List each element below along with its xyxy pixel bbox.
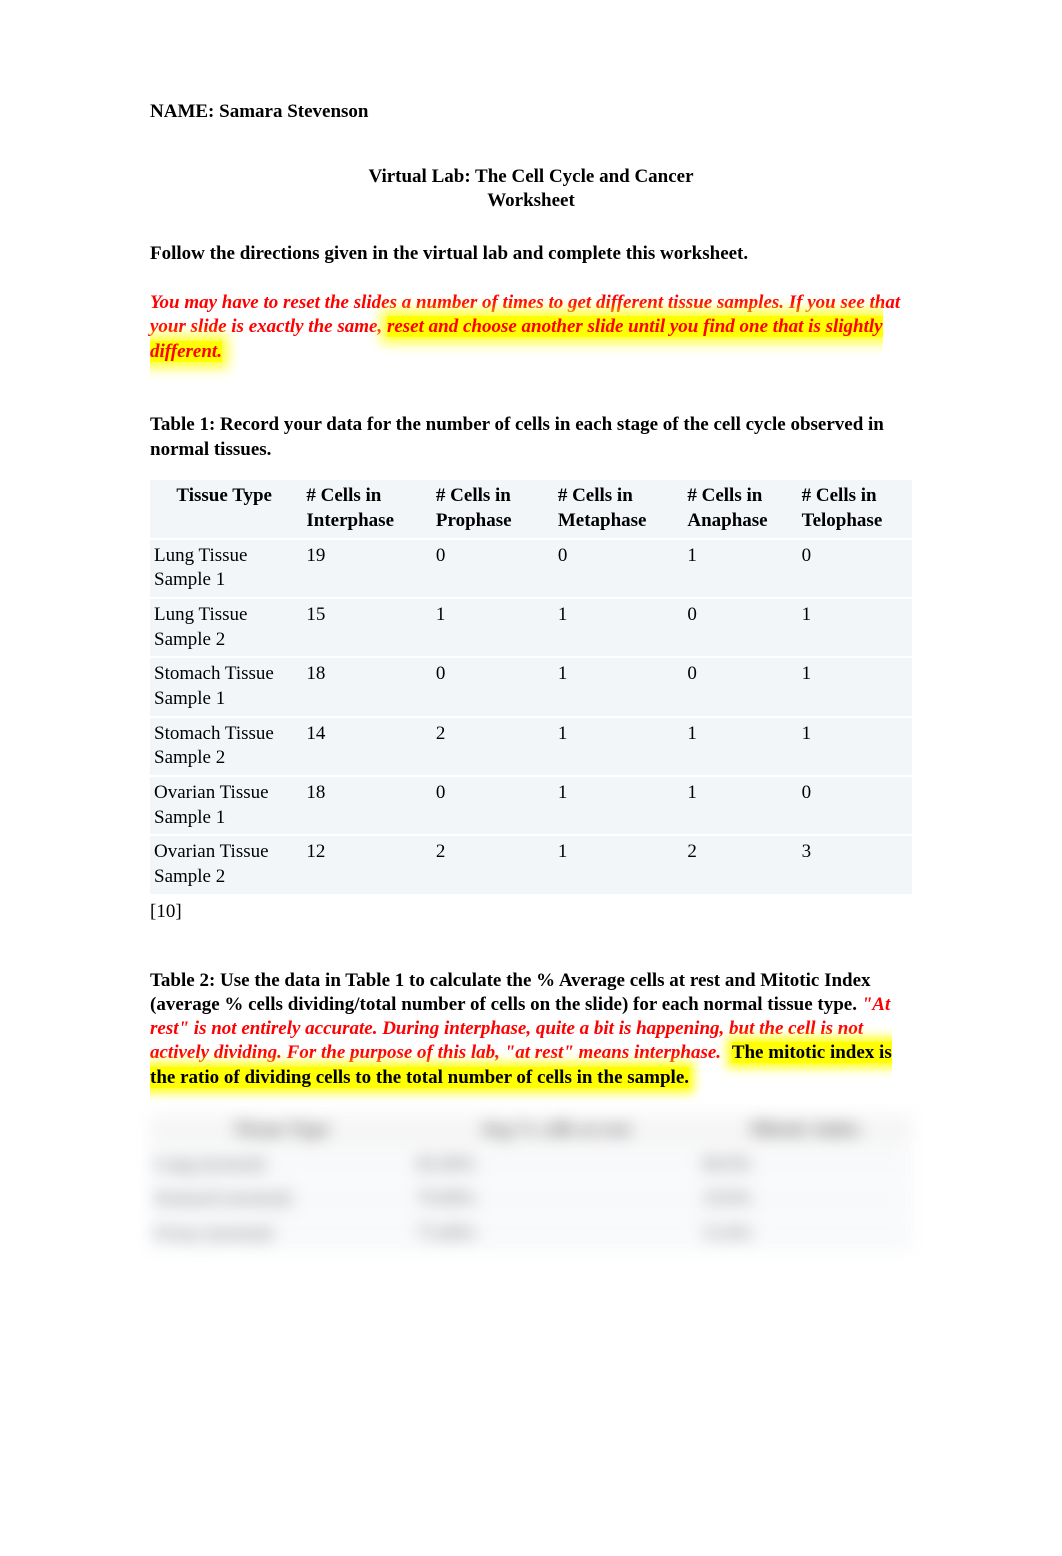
cell-metaphase: 0 — [554, 539, 684, 598]
cell-prophase: 2 — [432, 717, 554, 776]
table2-h-atrest: Avg % cells at rest — [413, 1114, 699, 1148]
cell-interphase: 18 — [302, 776, 432, 835]
cell-tissue: Ovarian Tissue Sample 2 — [150, 835, 302, 893]
table2-blurred: Tissue Type Avg % cells at rest Mitotic … — [150, 1114, 912, 1251]
title-line2: Worksheet — [150, 189, 912, 214]
table2-caption: Table 2: Use the data in Table 1 to calc… — [150, 969, 912, 1091]
cell: Stomach (normal) — [150, 1182, 413, 1217]
table1-h-prophase: # Cells in Prophase — [432, 480, 554, 538]
table1-h-telophase: # Cells in Telophase — [798, 480, 912, 538]
table1-h-anaphase: # Cells in Anaphase — [683, 480, 797, 538]
cell-anaphase: 1 — [683, 717, 797, 776]
cell-prophase: 0 — [432, 657, 554, 716]
cell: Lung (normal) — [150, 1148, 413, 1183]
cell-metaphase: 1 — [554, 657, 684, 716]
cell-anaphase: 1 — [683, 776, 797, 835]
table-row: Lung (normal) 85.00% 90.0% — [150, 1148, 912, 1183]
table-row: Stomach Tissue Sample 2 14 2 1 1 1 — [150, 717, 912, 776]
cell-metaphase: 1 — [554, 776, 684, 835]
cell-telophase: 3 — [798, 835, 912, 893]
table-row: Ovarian Tissue Sample 1 18 0 1 1 0 — [150, 776, 912, 835]
cell: 19.0% — [699, 1182, 913, 1217]
cell-interphase: 19 — [302, 539, 432, 598]
cell-metaphase: 1 — [554, 835, 684, 893]
cell-anaphase: 0 — [683, 598, 797, 657]
cell-telophase: 0 — [798, 776, 912, 835]
cell-telophase: 0 — [798, 539, 912, 598]
name-line: NAME: Samara Stevenson — [150, 100, 912, 125]
reset-note: You may have to reset the slides a numbe… — [150, 291, 912, 365]
table1-h-tissue: Tissue Type — [150, 480, 302, 538]
cell-tissue: Ovarian Tissue Sample 1 — [150, 776, 302, 835]
cell-metaphase: 1 — [554, 717, 684, 776]
table1: Tissue Type # Cells in Interphase # Cell… — [150, 480, 912, 894]
table-row: Stomach (normal) 79.00% 19.0% — [150, 1182, 912, 1217]
cell-telophase: 1 — [798, 717, 912, 776]
cell: 85.00% — [413, 1148, 699, 1183]
cell-anaphase: 0 — [683, 657, 797, 716]
cell-anaphase: 1 — [683, 539, 797, 598]
cell-prophase: 0 — [432, 776, 554, 835]
table1-h-interphase: # Cells in Interphase — [302, 480, 432, 538]
cell-interphase: 12 — [302, 835, 432, 893]
cell: Ovary (normal) — [150, 1217, 413, 1251]
title-line1: Virtual Lab: The Cell Cycle and Cancer — [150, 165, 912, 190]
cell: 75.00% — [413, 1217, 699, 1251]
cell-prophase: 1 — [432, 598, 554, 657]
cell: 15.0% — [699, 1217, 913, 1251]
cell-metaphase: 1 — [554, 598, 684, 657]
cell-anaphase: 2 — [683, 835, 797, 893]
cell-telophase: 1 — [798, 598, 912, 657]
instructions: Follow the directions given in the virtu… — [150, 242, 912, 267]
cell-prophase: 2 — [432, 835, 554, 893]
cell-tissue: Lung Tissue Sample 1 — [150, 539, 302, 598]
cell-interphase: 14 — [302, 717, 432, 776]
cell: 79.00% — [413, 1182, 699, 1217]
table2-h-mitotic: Mitotic Index — [699, 1114, 913, 1148]
cell-interphase: 15 — [302, 598, 432, 657]
table-row: Ovarian Tissue Sample 2 12 2 1 2 3 — [150, 835, 912, 893]
cell: 90.0% — [699, 1148, 913, 1183]
cell-telophase: 1 — [798, 657, 912, 716]
cell-tissue: Lung Tissue Sample 2 — [150, 598, 302, 657]
cell-prophase: 0 — [432, 539, 554, 598]
cell-tissue: Stomach Tissue Sample 2 — [150, 717, 302, 776]
cell-interphase: 18 — [302, 657, 432, 716]
table-row: Ovary (normal) 75.00% 15.0% — [150, 1217, 912, 1251]
title-block: Virtual Lab: The Cell Cycle and Cancer W… — [150, 165, 912, 214]
table-row: Lung Tissue Sample 2 15 1 1 0 1 — [150, 598, 912, 657]
reference-mark: [10] — [150, 900, 912, 925]
table1-header-row: Tissue Type # Cells in Interphase # Cell… — [150, 480, 912, 538]
cell-tissue: Stomach Tissue Sample 1 — [150, 657, 302, 716]
table2-caption-bold: Table 2: Use the data in Table 1 to calc… — [150, 970, 871, 1015]
table-row: Lung Tissue Sample 1 19 0 0 1 0 — [150, 539, 912, 598]
table2-h-tissue: Tissue Type — [150, 1114, 413, 1148]
table-row: Stomach Tissue Sample 1 18 0 1 0 1 — [150, 657, 912, 716]
table1-caption: Table 1: Record your data for the number… — [150, 413, 912, 462]
table2: Tissue Type Avg % cells at rest Mitotic … — [150, 1114, 912, 1251]
table1-h-metaphase: # Cells in Metaphase — [554, 480, 684, 538]
